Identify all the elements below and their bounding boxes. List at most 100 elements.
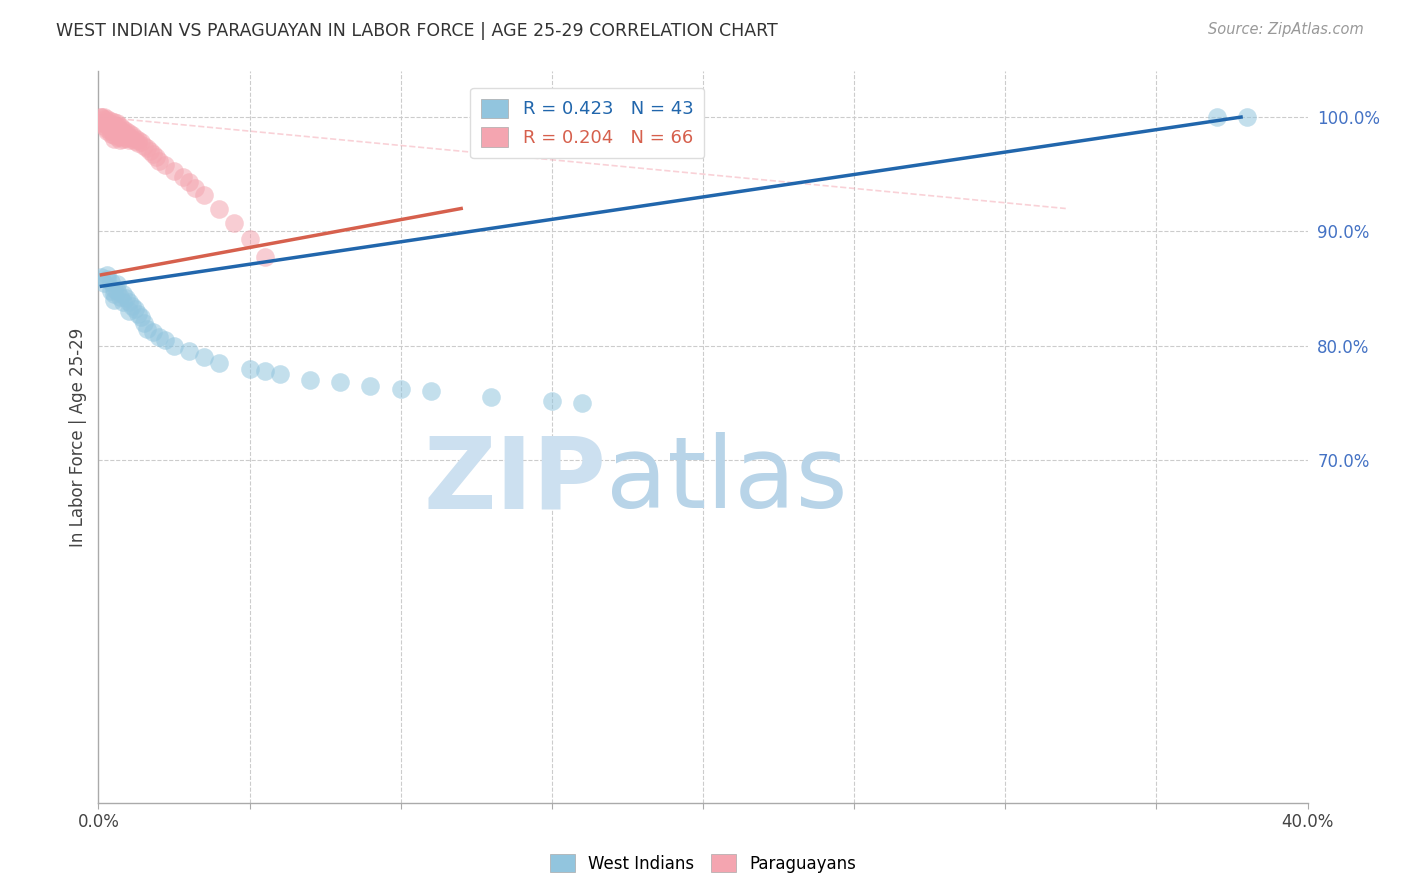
- Point: [184, 181, 207, 195]
- Point: [96, 268, 118, 282]
- Point: [108, 289, 131, 303]
- Point: [132, 138, 155, 153]
- Legend: R = 0.423   N = 43, R = 0.204   N = 66: R = 0.423 N = 43, R = 0.204 N = 66: [470, 87, 704, 158]
- Point: [93, 110, 115, 124]
- Point: [148, 329, 170, 343]
- Point: [103, 125, 125, 139]
- Y-axis label: In Labor Force | Age 25-29: In Labor Force | Age 25-29: [69, 327, 87, 547]
- Point: [105, 129, 128, 144]
- Point: [1236, 110, 1258, 124]
- Point: [124, 302, 146, 317]
- Point: [127, 307, 149, 321]
- Point: [179, 175, 201, 189]
- Point: [135, 321, 157, 335]
- Point: [96, 114, 118, 128]
- Point: [420, 384, 443, 399]
- Text: Source: ZipAtlas.com: Source: ZipAtlas.com: [1208, 22, 1364, 37]
- Legend: West Indians, Paraguayans: West Indians, Paraguayans: [543, 847, 863, 880]
- Point: [121, 132, 143, 146]
- Point: [571, 396, 593, 410]
- Point: [105, 120, 128, 134]
- Point: [105, 284, 128, 298]
- Point: [145, 150, 167, 164]
- Point: [253, 364, 276, 378]
- Point: [179, 344, 201, 359]
- Point: [114, 130, 136, 145]
- Point: [100, 120, 122, 135]
- Point: [93, 112, 115, 127]
- Point: [139, 145, 162, 159]
- Point: [105, 122, 128, 136]
- Point: [121, 128, 143, 143]
- Point: [103, 118, 125, 132]
- Point: [96, 272, 118, 286]
- Point: [108, 133, 131, 147]
- Point: [111, 132, 134, 146]
- Point: [93, 276, 115, 290]
- Point: [129, 310, 152, 324]
- Point: [208, 356, 231, 370]
- Point: [108, 122, 131, 136]
- Point: [100, 124, 122, 138]
- Point: [224, 216, 246, 230]
- Point: [108, 126, 131, 140]
- Point: [118, 295, 141, 310]
- Point: [111, 121, 134, 136]
- Text: WEST INDIAN VS PARAGUAYAN IN LABOR FORCE | AGE 25-29 CORRELATION CHART: WEST INDIAN VS PARAGUAYAN IN LABOR FORCE…: [56, 22, 778, 40]
- Point: [142, 325, 165, 339]
- Point: [90, 110, 112, 124]
- Point: [124, 134, 146, 148]
- Point: [103, 132, 125, 146]
- Point: [103, 128, 125, 143]
- Point: [93, 116, 115, 130]
- Point: [135, 141, 157, 155]
- Point: [108, 120, 131, 134]
- Point: [1206, 110, 1229, 124]
- Point: [100, 117, 122, 131]
- Point: [127, 136, 149, 151]
- Point: [105, 116, 128, 130]
- Point: [100, 113, 122, 128]
- Text: atlas: atlas: [606, 433, 848, 530]
- Point: [105, 277, 128, 291]
- Point: [96, 121, 118, 136]
- Point: [90, 110, 112, 124]
- Point: [172, 169, 194, 184]
- Point: [108, 129, 131, 144]
- Point: [111, 125, 134, 139]
- Point: [481, 390, 503, 404]
- Point: [114, 127, 136, 141]
- Point: [153, 158, 176, 172]
- Point: [269, 368, 291, 382]
- Point: [163, 163, 186, 178]
- Point: [124, 130, 146, 145]
- Point: [129, 135, 152, 149]
- Point: [239, 361, 262, 376]
- Point: [329, 375, 352, 389]
- Point: [105, 126, 128, 140]
- Text: ZIP: ZIP: [423, 433, 606, 530]
- Point: [132, 316, 155, 330]
- Point: [118, 304, 141, 318]
- Point: [111, 287, 134, 301]
- Point: [96, 124, 118, 138]
- Point: [118, 133, 141, 147]
- Point: [111, 295, 134, 310]
- Point: [90, 116, 112, 130]
- Point: [96, 112, 118, 127]
- Point: [360, 378, 382, 392]
- Point: [540, 393, 562, 408]
- Point: [118, 129, 141, 144]
- Point: [239, 232, 262, 246]
- Point: [114, 124, 136, 138]
- Point: [103, 121, 125, 136]
- Point: [100, 275, 122, 289]
- Point: [103, 281, 125, 295]
- Point: [100, 127, 122, 141]
- Point: [103, 287, 125, 301]
- Point: [153, 333, 176, 347]
- Point: [253, 250, 276, 264]
- Point: [114, 291, 136, 305]
- Point: [103, 293, 125, 307]
- Point: [389, 382, 412, 396]
